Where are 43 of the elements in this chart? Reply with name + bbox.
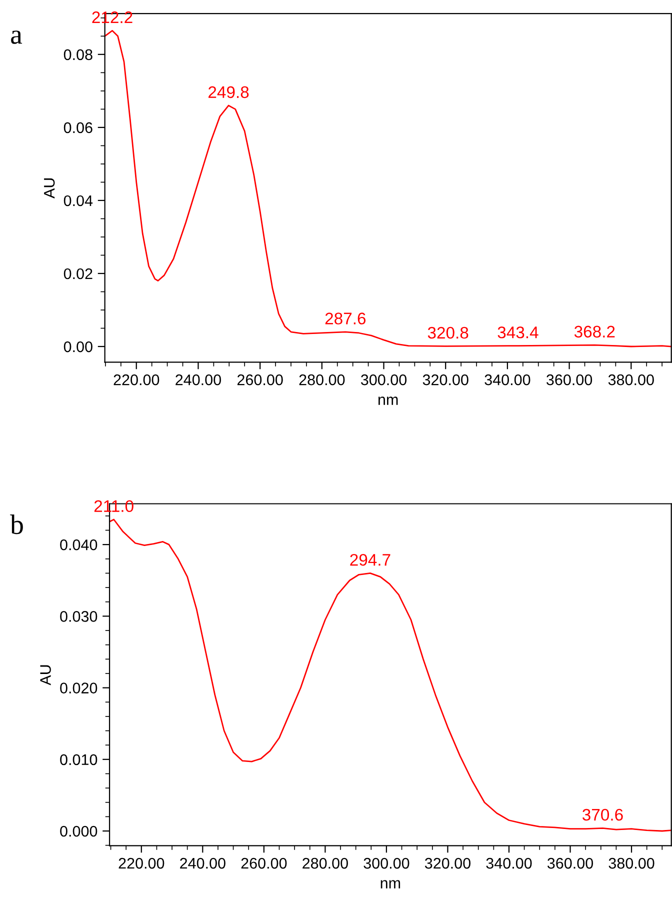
x-tick-label: 320.00	[422, 374, 468, 386]
x-tick-label: 240.00	[176, 374, 221, 386]
annotation: 320.8	[428, 326, 468, 339]
x-tick-label: 280.00	[302, 858, 348, 869]
x-tick-label: 360.00	[547, 858, 594, 869]
x-tick-label: 240.00	[180, 858, 226, 869]
y-tick-label: 0.00	[64, 341, 92, 352]
annotation: 287.6	[325, 312, 366, 324]
x-tick-label: 380.00	[608, 858, 654, 869]
y-tick-label: 0.04	[64, 195, 93, 206]
y-tick-label: 0.010	[60, 754, 98, 766]
x-tick-label: 220.00	[118, 858, 164, 869]
annotation: 370.6	[582, 808, 623, 821]
y-tick-label: 0.08	[64, 49, 92, 60]
line-series	[104, 30, 672, 348]
annotation: 368.2	[574, 326, 615, 338]
y-axis-title: AU	[44, 178, 55, 198]
line-series	[110, 518, 672, 832]
x-tick-label: 280.00	[299, 374, 345, 386]
y-tick-label: 0.02	[64, 268, 92, 280]
x-tick-label: 300.00	[364, 858, 410, 869]
annotation: 343.4	[498, 326, 538, 338]
x-tick-label: 300.00	[360, 374, 407, 386]
y-tick-label: 0.06	[64, 122, 92, 134]
y-tick-label: 0.020	[60, 682, 98, 694]
y-tick-label: 0.040	[60, 539, 98, 550]
x-axis-title: nm	[380, 880, 400, 888]
y-tick-label: 0.030	[60, 611, 98, 622]
x-tick-label: 320.00	[424, 858, 470, 869]
chart-title: a	[11, 30, 22, 44]
x-tick-label: 360.00	[546, 374, 592, 386]
annotation: 249.8	[208, 86, 249, 98]
y-tick-label: 0.000	[60, 826, 98, 837]
x-tick-label: 220.00	[114, 374, 160, 386]
x-tick-label: 340.00	[484, 374, 530, 386]
x-axis-title: nm	[378, 396, 398, 405]
annotation: 294.7	[350, 554, 390, 566]
x-tick-label: 260.00	[237, 374, 283, 386]
x-tick-label: 380.00	[608, 374, 654, 386]
chart-title: b	[10, 514, 23, 534]
x-tick-label: 260.00	[241, 858, 287, 869]
x-tick-label: 340.00	[486, 858, 532, 869]
y-axis-title: AU	[40, 665, 51, 686]
